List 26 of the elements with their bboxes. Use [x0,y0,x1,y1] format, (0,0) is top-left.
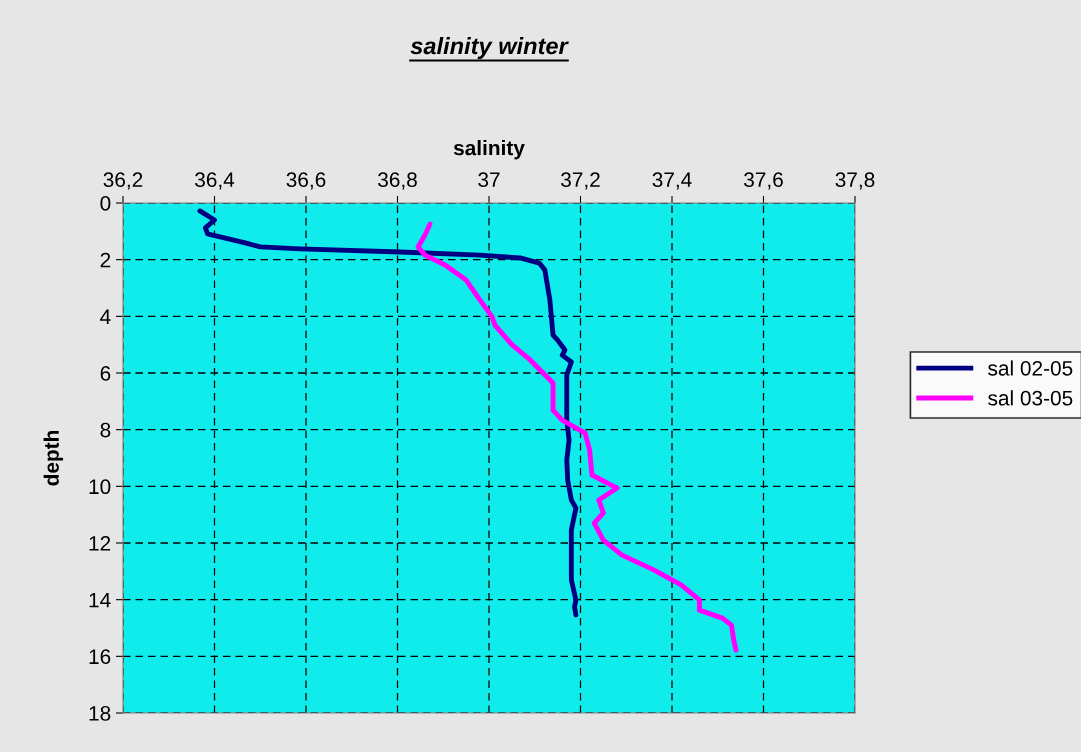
y-tick-label: 10 [89,479,111,495]
x-tick-label: 36,2 [103,172,143,190]
x-tick-label: 37,6 [744,172,783,190]
x-tick-label: 37,2 [561,172,600,190]
y-tick-label: 16 [89,649,111,665]
chart-title: salinity winter [410,37,569,59]
x-tick-label: 37,4 [652,172,692,190]
x-tick-label: 37 [478,172,500,188]
y-tick-label: 4 [100,309,111,324]
x-tick-label: 36,6 [286,172,326,190]
x-axis-title: salinity [453,140,525,160]
x-tick-label: 36,4 [195,172,235,190]
line-series [415,221,739,653]
legend-label: sal 03-05 [988,390,1073,406]
x-tick-label: 36,8 [378,172,417,190]
x-tick-label: 37,8 [835,172,875,190]
y-tick-label: 18 [89,706,111,721]
legend-label: sal 02-05 [988,360,1073,376]
y-tick-label: 6 [100,366,111,381]
y-tick-label: 8 [100,422,111,438]
y-tick-label: 0 [100,196,111,211]
y-tick-label: 2 [100,252,111,268]
y-axis-title: depth [43,430,64,486]
line-series [197,208,579,618]
y-tick-label: 14 [89,592,111,608]
y-tick-label: 12 [89,536,111,551]
